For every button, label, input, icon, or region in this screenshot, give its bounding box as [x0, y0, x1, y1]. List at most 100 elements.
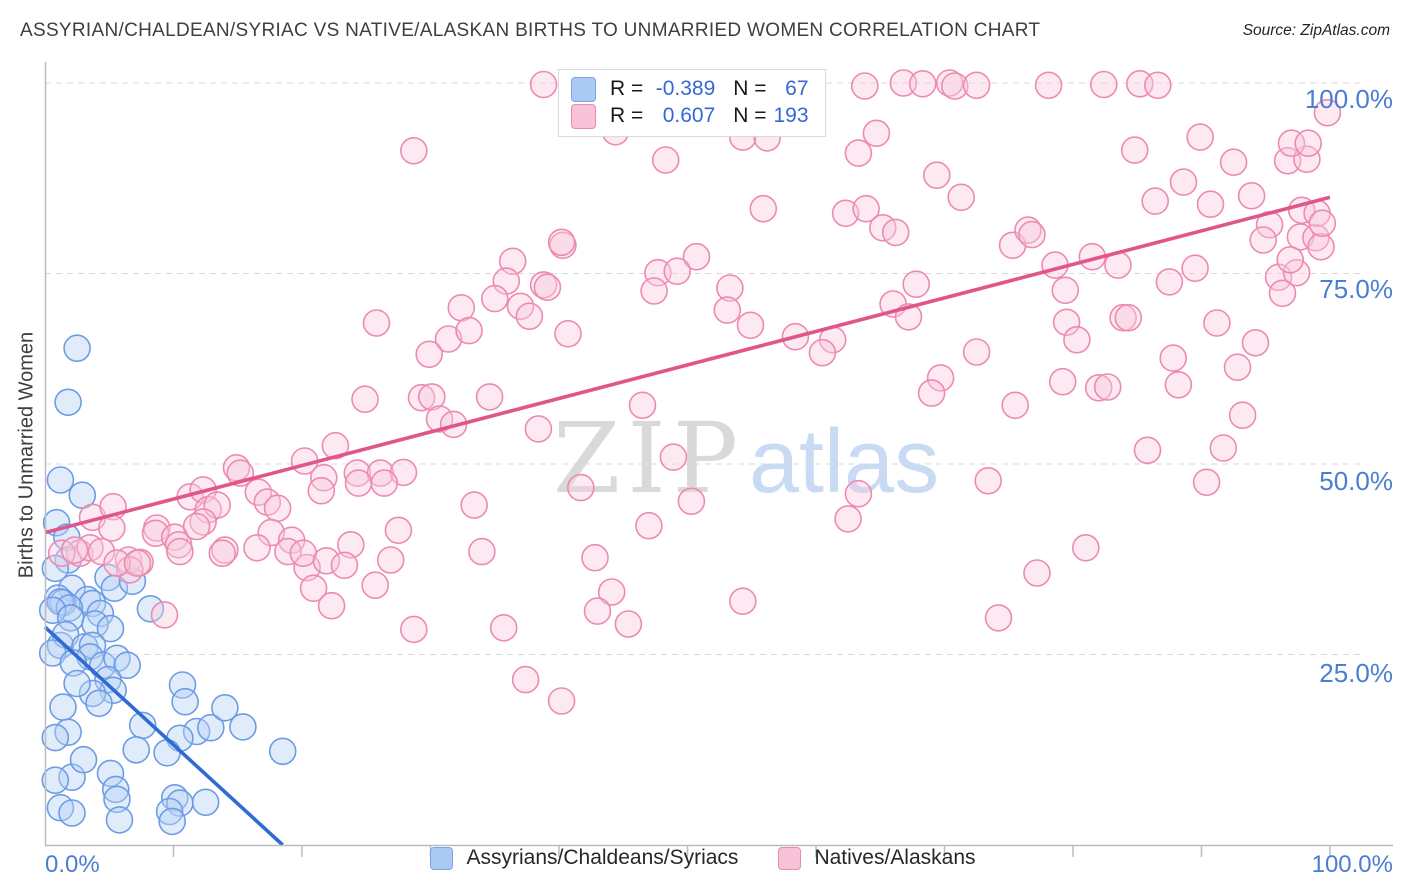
blue-scatter-point [41, 554, 70, 583]
blue-scatter-point [41, 766, 70, 795]
blue-trendline [43, 625, 284, 847]
pink-scatter-point [844, 479, 873, 508]
blue-scatter-point [58, 799, 86, 827]
pink-scatter-point [370, 469, 399, 497]
blue-scatter-point [96, 614, 125, 643]
pink-scatter-point [677, 487, 706, 516]
pink-scatter-point [974, 466, 1003, 495]
blue-scatter-point [268, 737, 297, 766]
pink-scatter-point [926, 364, 955, 392]
pink-scatter-point [947, 183, 976, 212]
pink-scatter-point [460, 491, 489, 519]
pink-scatter-point [1084, 373, 1113, 402]
pink-trendline [44, 195, 1331, 535]
pink-scatter-point [208, 539, 237, 568]
y-tick-50: 50.0% [1319, 466, 1393, 496]
pink-scatter-point [312, 546, 341, 575]
pink-scatter-point [547, 228, 576, 257]
pink-scatter-point [1155, 268, 1184, 296]
source-attribution: Source: ZipAtlas.com [1242, 22, 1390, 39]
blue-scatter-point [171, 687, 199, 716]
blue-scatter-point [69, 745, 98, 774]
correlation-legend-row-pink: R = 0.607 N = 193 [571, 103, 815, 129]
blue-scatter-point [136, 594, 165, 623]
y-tick-100: 100.0% [1304, 84, 1393, 114]
n-label: N = [733, 77, 767, 100]
pink-scatter-point [831, 199, 860, 228]
pink-scatter-point [161, 523, 189, 552]
pink-scatter-point [1169, 168, 1198, 196]
pink-scatter-point [1192, 468, 1221, 497]
r-value-blue: -0.389 [655, 77, 716, 100]
pink-scatter-point [1090, 70, 1118, 99]
pink-scatter-point [1034, 71, 1063, 100]
blue-scatter-point [153, 738, 181, 767]
blue-scatter-point [63, 334, 91, 363]
pink-scatter-point [399, 137, 428, 165]
pink-scatter-point [455, 316, 483, 345]
blue-scatter-point [54, 388, 82, 417]
n-value-blue: 67 [785, 77, 809, 100]
pink-scatter-point [749, 194, 778, 223]
pink-scatter-point [1186, 123, 1214, 151]
pink-scatter-point [60, 536, 89, 564]
blue-scatter-point [105, 806, 134, 834]
pink-scatter-point [640, 277, 668, 305]
pink-scatter-point [1237, 182, 1266, 210]
pink-scatter-point [1277, 129, 1306, 157]
pink-scatter-point [1302, 223, 1330, 252]
n-value-pink: 193 [773, 104, 809, 127]
pink-scatter-point [1144, 71, 1172, 100]
pink-scatter-point [852, 194, 880, 223]
blue-scatter-point [197, 713, 225, 742]
pink-scatter-point [917, 379, 946, 407]
pink-scatter-point [651, 146, 680, 174]
legend-item-natives: Natives/Alaskans [778, 846, 976, 870]
pink-scatter-point [716, 274, 744, 302]
pink-scatter-point [399, 615, 428, 644]
pink-scatter-point [1203, 309, 1231, 337]
pink-scatter-point [1282, 258, 1311, 287]
pink-scatter-point [524, 415, 553, 443]
pink-scatter-point [1048, 367, 1077, 396]
series-legend: Assyrians/Chaldeans/Syriacs Natives/Alas… [0, 846, 1406, 870]
pink-scatter-point [103, 549, 131, 577]
pink-scatter-point [1313, 98, 1342, 127]
pink-scatter-point [257, 518, 286, 547]
pink-scatter-point [87, 537, 116, 566]
r-label: R = [610, 104, 644, 127]
correlation-legend-box: R = -0.389 N = 67 R = 0.607 N = 193 [558, 69, 826, 137]
pink-scatter-point [407, 383, 436, 412]
r-label: R = [610, 77, 644, 100]
pink-scatter-point [182, 512, 211, 541]
pink-scatter-point [962, 338, 991, 366]
pink-scatter-point [150, 601, 179, 629]
pink-scatter-point [962, 71, 991, 100]
x-tick-100: 100.0% [1311, 851, 1393, 878]
pink-scatter-point [728, 587, 757, 616]
blue-scatter-point [49, 693, 77, 721]
pink-scatter-point [889, 69, 918, 97]
pink-scatter-point [533, 273, 562, 302]
pink-scatter-point [1196, 190, 1225, 218]
blue-scatter-point [191, 788, 220, 817]
y-tick-75: 75.0% [1319, 274, 1393, 304]
pink-scatter-point [1141, 187, 1169, 215]
legend-item-assyrians: Assyrians/Chaldeans/Syriacs [430, 846, 738, 870]
pink-scatter-point [1159, 344, 1187, 372]
pink-scatter-point [263, 494, 292, 523]
watermark-zip-text: ZIP [553, 402, 745, 515]
blue-scatter-point [81, 610, 109, 638]
pink-scatter-point [274, 537, 302, 566]
pink-scatter-point [1228, 401, 1257, 430]
pink-scatter-point [1249, 226, 1277, 254]
blue-series-swatch-icon [571, 76, 596, 102]
blue-scatter-point [155, 797, 184, 826]
pink-scatter-point [307, 476, 336, 505]
pink-scatter-point [123, 549, 152, 577]
pink-scatter-point [547, 687, 576, 715]
correlation-legend-row-blue: R = -0.389 N = 67 [571, 76, 815, 102]
pink-scatter-point [317, 591, 346, 620]
pink-scatter-point [922, 161, 951, 189]
x-tick-0: 0.0% [45, 851, 100, 878]
